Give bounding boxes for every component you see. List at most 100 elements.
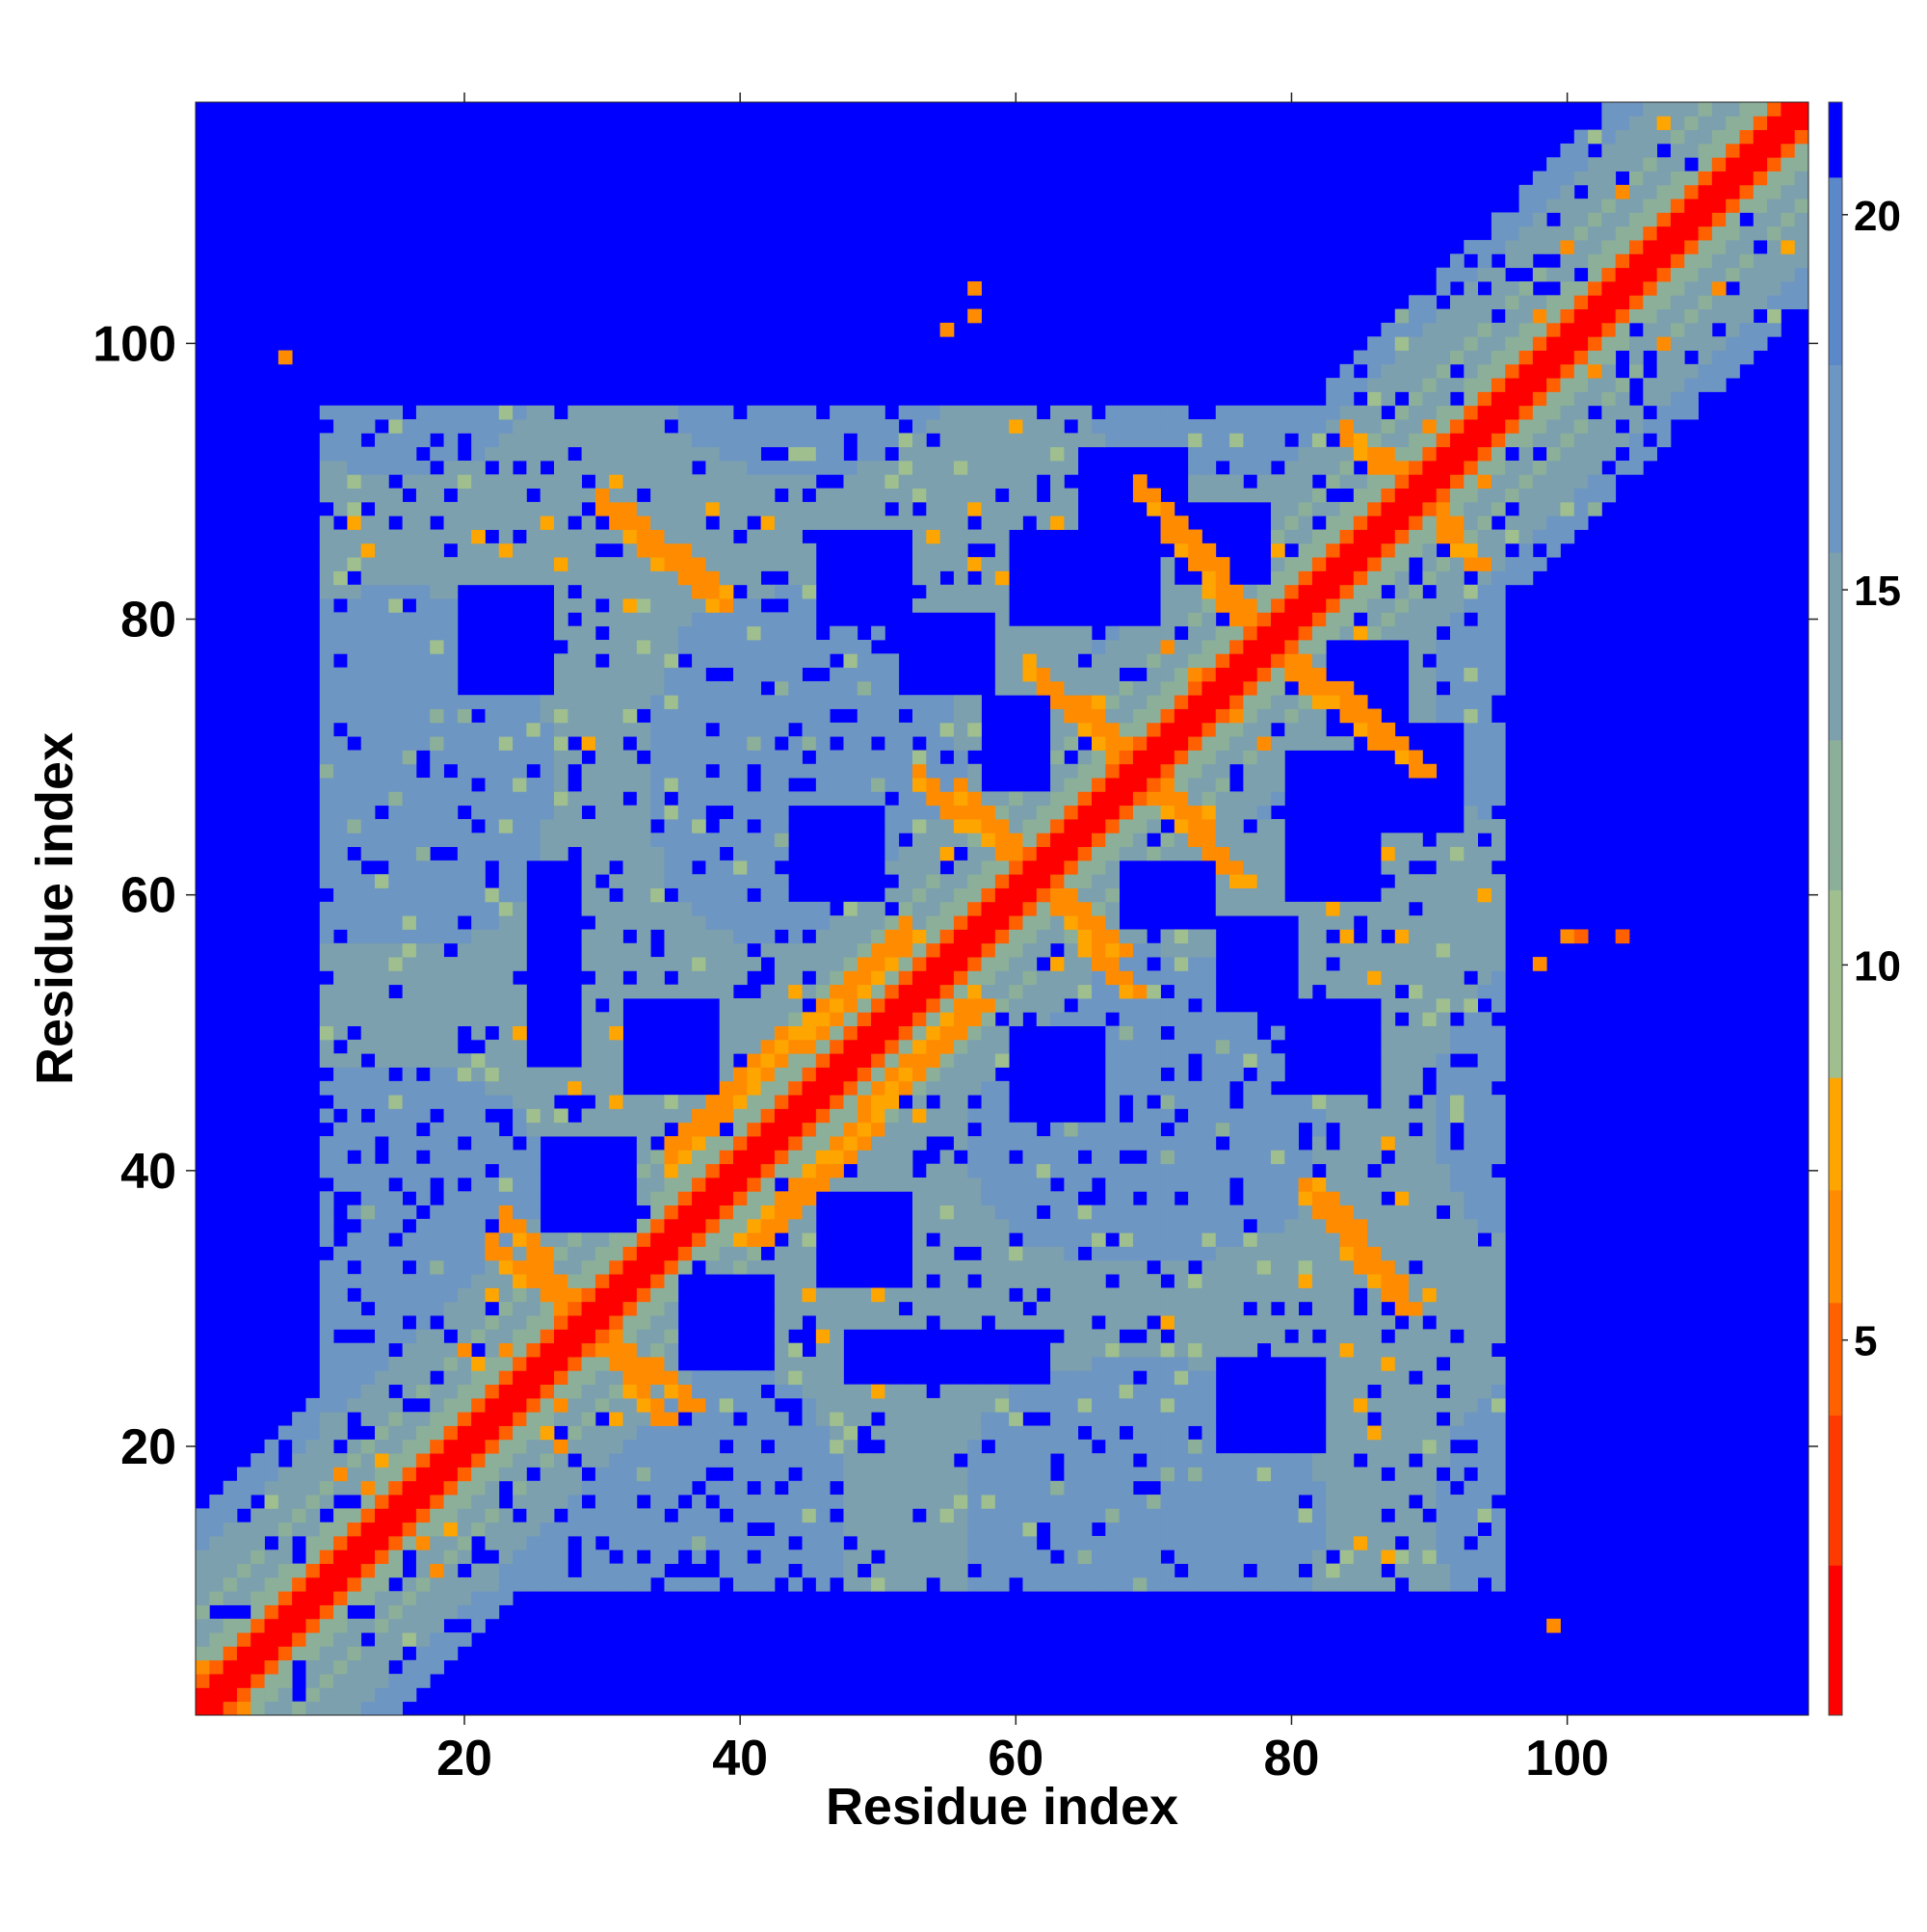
heatmap-cell bbox=[430, 1329, 444, 1344]
heatmap-cell bbox=[788, 901, 803, 916]
heatmap-cell bbox=[843, 736, 858, 751]
heatmap-cell bbox=[581, 778, 596, 792]
heatmap-cell bbox=[1201, 1301, 1217, 1316]
heatmap-cell bbox=[1105, 998, 1121, 1013]
heatmap-cell bbox=[1147, 750, 1161, 765]
heatmap-cell bbox=[622, 612, 638, 627]
heatmap-cell bbox=[677, 1163, 693, 1178]
heatmap-cell bbox=[719, 1080, 734, 1096]
heatmap-cell bbox=[415, 1053, 431, 1068]
heatmap-cell bbox=[319, 1591, 334, 1605]
heatmap-cell bbox=[1147, 653, 1161, 669]
heatmap-cell bbox=[1215, 1178, 1230, 1192]
heatmap-cell bbox=[1271, 1204, 1285, 1220]
heatmap-cell bbox=[457, 1274, 472, 1288]
heatmap-cell bbox=[471, 1150, 486, 1165]
heatmap-cell bbox=[443, 1039, 459, 1054]
heatmap-cell bbox=[333, 1095, 348, 1109]
heatmap-cell bbox=[360, 1453, 376, 1468]
heatmap-cell bbox=[1050, 1480, 1065, 1495]
heatmap-cell bbox=[360, 1163, 376, 1178]
heatmap-cell bbox=[719, 915, 734, 930]
heatmap-cell bbox=[430, 557, 444, 571]
heatmap-cell bbox=[622, 474, 638, 490]
heatmap-cell bbox=[953, 1218, 968, 1233]
heatmap-cell bbox=[926, 957, 941, 971]
heatmap-cell bbox=[692, 1439, 706, 1454]
heatmap-cell bbox=[554, 708, 568, 724]
heatmap-cell bbox=[747, 1576, 762, 1592]
heatmap-cell bbox=[1077, 1522, 1093, 1537]
heatmap-cell bbox=[1092, 791, 1106, 807]
heatmap-cell bbox=[1077, 846, 1093, 861]
heatmap-cell bbox=[1105, 901, 1121, 916]
heatmap-cell bbox=[622, 1274, 638, 1288]
heatmap-cell bbox=[912, 915, 927, 930]
heatmap-cell bbox=[622, 1397, 638, 1413]
heatmap-cell bbox=[319, 1536, 334, 1550]
heatmap-cell bbox=[802, 1246, 817, 1261]
heatmap-cell bbox=[594, 570, 610, 586]
heatmap-cell bbox=[457, 846, 472, 861]
heatmap-cell bbox=[857, 1053, 872, 1068]
heatmap-cell bbox=[430, 446, 444, 462]
heatmap-cell bbox=[1256, 1563, 1272, 1578]
heatmap-cell bbox=[636, 833, 651, 848]
heatmap-cell bbox=[1243, 1122, 1258, 1137]
heatmap-cell bbox=[650, 557, 665, 571]
heatmap-cell bbox=[333, 763, 348, 779]
heatmap-cell bbox=[1215, 1563, 1230, 1578]
heatmap-cell bbox=[719, 516, 734, 530]
heatmap-cell bbox=[705, 833, 721, 848]
heatmap-cell bbox=[568, 625, 583, 641]
heatmap-cell bbox=[1256, 1136, 1272, 1151]
heatmap-cell bbox=[719, 640, 734, 654]
heatmap-cell bbox=[733, 929, 748, 944]
heatmap-cell bbox=[636, 529, 651, 544]
heatmap-cell bbox=[636, 419, 651, 434]
heatmap-cell bbox=[815, 640, 831, 654]
heatmap-cell bbox=[1036, 1384, 1051, 1399]
heatmap-cell bbox=[843, 1412, 858, 1426]
heatmap-cell bbox=[774, 625, 789, 641]
heatmap-cell bbox=[347, 584, 362, 599]
heatmap-cell bbox=[830, 750, 844, 765]
heatmap-cell bbox=[513, 984, 527, 999]
heatmap-cell bbox=[1022, 1495, 1038, 1509]
heatmap-cell bbox=[1256, 833, 1272, 848]
heatmap-cell bbox=[857, 1178, 872, 1192]
heatmap-cell bbox=[415, 584, 431, 599]
heatmap-cell bbox=[347, 722, 362, 737]
heatmap-cell bbox=[1256, 1191, 1272, 1206]
heatmap-cell bbox=[857, 461, 872, 475]
heatmap-cell bbox=[650, 433, 665, 448]
heatmap-cell bbox=[319, 1025, 334, 1041]
heatmap-cell bbox=[388, 667, 404, 682]
heatmap-cell bbox=[747, 1453, 762, 1468]
heatmap-cell bbox=[1174, 419, 1189, 434]
heatmap-cell bbox=[1174, 1549, 1189, 1565]
heatmap-cell bbox=[994, 1274, 1010, 1288]
heatmap-cell bbox=[457, 791, 472, 807]
heatmap-cell bbox=[415, 612, 431, 627]
heatmap-cell bbox=[347, 1701, 362, 1716]
heatmap-cell bbox=[609, 957, 623, 971]
heatmap-cell bbox=[333, 1246, 348, 1261]
heatmap-cell bbox=[912, 1480, 927, 1495]
heatmap-cell bbox=[1077, 1439, 1093, 1454]
heatmap-cell bbox=[636, 1246, 651, 1261]
heatmap-cell bbox=[994, 667, 1010, 682]
heatmap-cell bbox=[1188, 984, 1202, 999]
heatmap-cell bbox=[319, 543, 334, 558]
heatmap-cell bbox=[650, 653, 665, 669]
heatmap-cell bbox=[1243, 1315, 1258, 1330]
heatmap-cell bbox=[1201, 1259, 1217, 1275]
heatmap-cell bbox=[981, 598, 996, 613]
heatmap-cell bbox=[1284, 1095, 1300, 1109]
heatmap-cell bbox=[939, 846, 955, 861]
heatmap-cell bbox=[457, 1357, 472, 1371]
heatmap-cell bbox=[1105, 957, 1121, 971]
heatmap-cell bbox=[347, 625, 362, 641]
heatmap-cell bbox=[939, 1067, 955, 1082]
heatmap-cell bbox=[705, 1150, 721, 1165]
